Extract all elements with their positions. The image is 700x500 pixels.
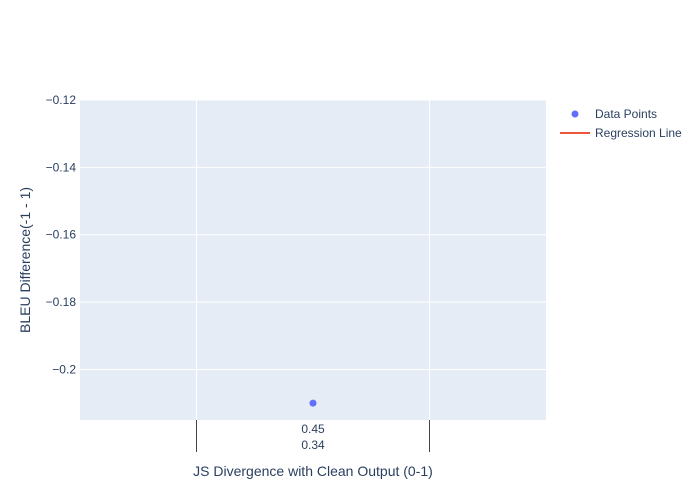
y-axis-title: BLEU Difference(-1 - 1) bbox=[17, 187, 33, 333]
y-tick-label: −0.2 bbox=[52, 362, 76, 376]
legend-label-regression-line: Regression Line bbox=[595, 126, 682, 140]
x-tick-marks: 0.45 0.34 bbox=[196, 420, 430, 452]
plot-background bbox=[80, 100, 546, 420]
legend-item-regression-line[interactable]: Regression Line bbox=[560, 126, 682, 140]
y-tick-label: −0.16 bbox=[46, 228, 77, 242]
x-tick-label: 0.45 bbox=[301, 422, 325, 436]
y-tick-label: −0.12 bbox=[46, 93, 77, 107]
data-point bbox=[309, 399, 317, 407]
legend-label-data-points: Data Points bbox=[595, 107, 657, 121]
x-tick-label: 0.34 bbox=[301, 438, 325, 452]
legend-marker-data-points bbox=[571, 110, 579, 118]
y-tick-label: −0.18 bbox=[46, 295, 77, 309]
data-points bbox=[309, 399, 317, 407]
y-tick-label: −0.14 bbox=[46, 160, 77, 174]
x-axis-title: JS Divergence with Clean Output (0-1) bbox=[193, 463, 433, 479]
grid-lines bbox=[80, 99, 546, 420]
legend-item-data-points[interactable]: Data Points bbox=[571, 107, 658, 121]
legend[interactable]: Data Points Regression Line bbox=[560, 107, 682, 140]
y-tick-labels: −0.12 −0.14 −0.16 −0.18 −0.2 bbox=[46, 93, 77, 376]
